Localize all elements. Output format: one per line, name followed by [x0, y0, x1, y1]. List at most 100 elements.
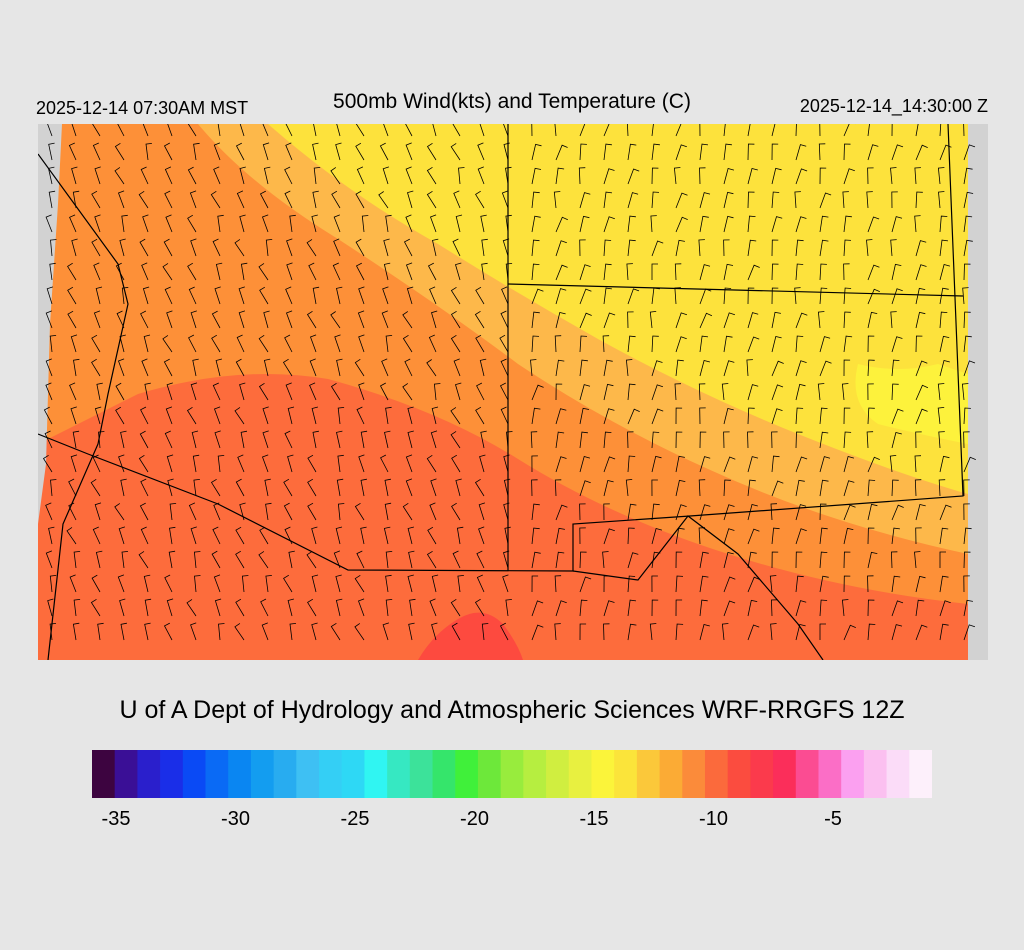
- wind-barb: [675, 312, 688, 329]
- wind-barb: [723, 263, 734, 281]
- wind-barb: [699, 504, 711, 521]
- colorbar-tick-label: -10: [699, 808, 728, 830]
- wind-barb: [190, 382, 198, 401]
- wind-barb: [675, 239, 685, 257]
- wind-barb: [627, 623, 637, 641]
- wind-barb: [675, 479, 686, 497]
- wind-barb: [723, 408, 734, 425]
- wind-barb: [475, 190, 485, 209]
- colorbar-swatch: [591, 750, 615, 798]
- wind-barb: [330, 167, 341, 185]
- wind-barb: [747, 191, 755, 209]
- wind-barb: [141, 358, 149, 377]
- wind-barb: [190, 310, 197, 329]
- wind-barb: [841, 383, 849, 401]
- wind-barb: [699, 360, 711, 377]
- wind-barb: [819, 479, 829, 497]
- wind-barb: [402, 383, 413, 401]
- wind-barb: [142, 286, 150, 305]
- wind-barb: [355, 142, 365, 161]
- wind-barb: [258, 382, 269, 401]
- wind-barb: [383, 526, 391, 545]
- wind-barb: [45, 502, 53, 521]
- wind-barb: [675, 359, 684, 377]
- wind-barb: [937, 407, 945, 425]
- wind-barb: [284, 526, 293, 545]
- wind-barb: [258, 551, 269, 569]
- wind-barb: [289, 214, 296, 233]
- wind-barb: [503, 478, 511, 497]
- wind-barb: [555, 240, 567, 257]
- wind-barb: [578, 167, 586, 185]
- wind-barb: [915, 504, 926, 521]
- wind-barb: [261, 214, 269, 233]
- wind-barb: [627, 455, 636, 473]
- wind-barb: [407, 190, 414, 209]
- wind-barb: [168, 550, 176, 569]
- colorbar-swatch: [682, 750, 706, 798]
- wind-barb: [723, 431, 730, 449]
- wind-barb: [501, 286, 509, 305]
- wind-barb: [963, 431, 970, 449]
- wind-barb: [68, 478, 77, 497]
- colorbar-swatch: [773, 750, 797, 798]
- wind-barb: [117, 358, 125, 377]
- wind-barb: [450, 143, 461, 161]
- wind-barb: [165, 214, 173, 233]
- wind-barb: [260, 598, 269, 617]
- wind-barb: [603, 431, 612, 449]
- wind-barb: [747, 528, 760, 545]
- wind-barb: [915, 264, 927, 281]
- wind-barb: [360, 526, 367, 545]
- wind-barb: [474, 478, 485, 497]
- wind-barb: [69, 214, 77, 233]
- wind-barb: [721, 383, 729, 401]
- wind-barb: [241, 575, 249, 593]
- colorbar-swatch: [568, 750, 593, 798]
- wind-barb: [217, 124, 221, 137]
- wind-barb: [70, 406, 77, 425]
- wind-barb: [285, 142, 293, 161]
- wind-barb: [217, 455, 225, 473]
- wind-barb: [651, 455, 662, 473]
- wind-barb: [891, 479, 899, 497]
- wind-barb: [240, 262, 248, 281]
- wind-barb: [336, 430, 343, 449]
- wind-barb: [306, 239, 317, 257]
- wind-barb: [382, 622, 390, 641]
- wind-barb: [162, 335, 173, 353]
- wind-barb: [358, 382, 365, 401]
- wind-barb: [330, 622, 341, 641]
- wind-barb: [627, 143, 637, 161]
- wind-barb: [819, 456, 831, 473]
- wind-barb: [963, 407, 971, 425]
- wind-barb: [405, 124, 413, 137]
- wind-barb: [579, 312, 592, 329]
- wind-barb: [92, 142, 101, 161]
- wind-barb: [651, 360, 663, 377]
- wind-barb: [67, 286, 77, 305]
- wind-barb: [771, 191, 780, 209]
- wind-barb: [747, 312, 759, 329]
- wind-barb: [481, 623, 489, 641]
- wind-barb: [867, 456, 880, 473]
- wind-barb: [49, 262, 56, 281]
- wind-barb: [747, 407, 755, 425]
- wind-barb: [939, 239, 949, 257]
- wind-barb: [627, 431, 634, 449]
- wind-barb: [603, 575, 611, 593]
- wind-barb: [477, 142, 485, 161]
- wind-barb: [382, 166, 390, 185]
- wind-barb: [963, 311, 971, 329]
- wind-barb: [455, 262, 462, 281]
- wind-barb: [405, 142, 413, 161]
- wind-barb: [963, 479, 970, 497]
- wind-barb: [723, 312, 736, 329]
- wind-barb: [426, 359, 437, 377]
- wind-barb: [674, 287, 681, 305]
- wind-barb: [144, 382, 151, 401]
- wind-barb: [337, 407, 345, 425]
- wind-barb: [843, 431, 852, 449]
- wind-barb: [867, 551, 878, 569]
- wind-barb: [502, 574, 509, 593]
